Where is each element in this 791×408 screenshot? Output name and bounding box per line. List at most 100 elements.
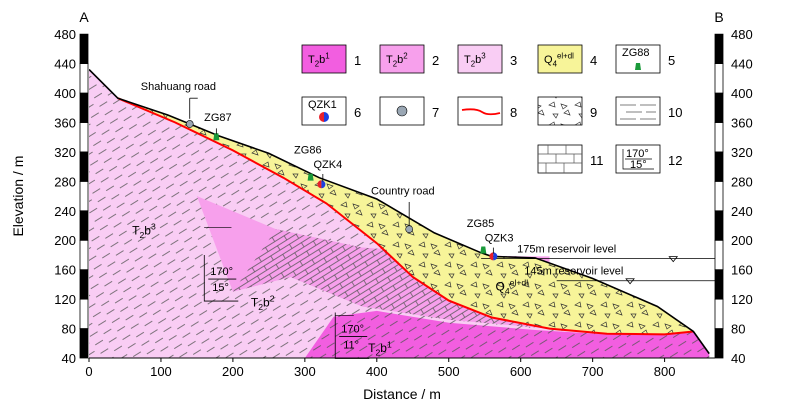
- x-tick-label: 300: [294, 364, 316, 379]
- y-tick-left: 200: [54, 233, 76, 248]
- legend-text: 170°: [626, 148, 649, 160]
- attitude-2: 170° 11°: [334, 312, 370, 359]
- legend-number: 5: [668, 53, 675, 68]
- legend-swatch: [537, 96, 583, 126]
- legend-item-5: ZG88 5: [615, 44, 675, 74]
- legend-text: ZG88: [622, 47, 650, 59]
- left-scale-segment: [79, 298, 89, 329]
- right-scale-segment: [714, 63, 724, 94]
- reservoir-175-label: 175m reservoir level: [517, 244, 616, 256]
- water-mark-icon: [625, 278, 635, 285]
- shahuang-road-label: Shahuang road: [141, 81, 216, 93]
- left-scale-segment: [79, 33, 89, 65]
- right-scale-segment: [714, 328, 724, 359]
- y-tick-left: 400: [54, 86, 76, 101]
- y-tick-right: 120: [731, 292, 753, 307]
- formation-t2b1-label: T2b1: [368, 339, 392, 357]
- left-scale-segment: [79, 239, 89, 271]
- x-axis-title: Distance / m: [363, 386, 441, 402]
- landmark-icon: [396, 105, 408, 117]
- legend-item-8: 8: [457, 96, 517, 126]
- x-tick-label: 500: [438, 364, 460, 379]
- left-scale-segment: [79, 151, 89, 182]
- formation-t2b3-label: T2b3: [132, 222, 156, 240]
- y-tick-right: 40: [731, 351, 745, 366]
- y-tick-right: 400: [731, 86, 753, 101]
- legend-item-2: T2b2 2: [379, 44, 439, 74]
- left-scale-segment: [79, 269, 89, 300]
- y-tick-right: 160: [731, 263, 753, 278]
- legend-swatch: [537, 144, 583, 174]
- borehole-zg86-icon: [307, 173, 314, 181]
- legend-number: 8: [510, 105, 517, 120]
- legend-item-9: 9: [537, 96, 597, 126]
- qzk3-label: QZK3: [485, 233, 514, 245]
- y-tick-left: 240: [54, 204, 76, 219]
- attitude-strike: 170°: [210, 266, 233, 278]
- landmark-icon: [405, 225, 413, 233]
- attitude-dip: 11°: [343, 339, 359, 351]
- legend-number: 4: [590, 53, 597, 68]
- legend-swatch: [457, 44, 503, 74]
- legend-number: 2: [432, 53, 439, 68]
- legend-swatch: [615, 96, 661, 126]
- right-scale-segment: [714, 33, 724, 65]
- legend-number: 7: [432, 105, 439, 120]
- y-tick-right: 320: [731, 145, 753, 160]
- right-scale-segment: [714, 210, 724, 241]
- x-tick-label: 400: [366, 364, 388, 379]
- legend-number: 11: [590, 153, 604, 168]
- qzk4-label: QZK4: [313, 159, 342, 171]
- right-scale-segment: [714, 239, 724, 271]
- sliding-boundary-line: [117, 97, 694, 336]
- y-tick-left: 320: [54, 145, 76, 160]
- attitude-box-frame: [203, 255, 239, 302]
- attitude-1: 170° 15°: [203, 255, 239, 302]
- x-tick-label: 0: [85, 364, 92, 379]
- attitude-strike: 170°: [341, 323, 364, 335]
- half-red: [489, 252, 494, 261]
- legend-text: 15°: [630, 159, 647, 171]
- x-tick-label: 700: [582, 364, 604, 379]
- legend: T2b1 1 T2b2 2 T2b3 3 Q4el+dl 4 ZG88 5 QZK1 6 7 8 9 10 11…: [301, 44, 682, 174]
- country-road-label: Country road: [371, 186, 435, 198]
- y-tick-right: 440: [731, 57, 753, 72]
- zg85-label: ZG85: [467, 218, 495, 230]
- borehole-qzk3-icon: [489, 252, 498, 261]
- y-tick-left: 160: [54, 263, 76, 278]
- legend-item-3: T2b3 3: [457, 44, 517, 74]
- legend-number: 9: [590, 105, 597, 120]
- legend-item-11: 11: [537, 144, 604, 174]
- attitude-box-frame: [622, 149, 654, 170]
- zg87-label: ZG87: [204, 112, 232, 124]
- y-tick-left: 80: [62, 322, 76, 337]
- annotations: 175m reservoir level 145m reservoir level…: [132, 81, 715, 359]
- right-scale-segment: [714, 298, 724, 329]
- half-red: [317, 180, 322, 189]
- y-tick-left: 280: [54, 174, 76, 189]
- left-scale-segment: [79, 210, 89, 241]
- red-boundary-line: [461, 108, 501, 116]
- half-blue: [493, 252, 498, 261]
- legend-item-12: 170°15° 12: [615, 144, 682, 174]
- left-scale-segment: [79, 122, 89, 153]
- y-axis-title: Elevation / m: [10, 156, 26, 237]
- right-scale-segment: [714, 92, 724, 123]
- borehole-qzk4-icon: [317, 180, 326, 189]
- x-tick-label: 200: [222, 364, 244, 379]
- corner-label-b: B: [714, 9, 723, 25]
- y-tick-right: 80: [731, 322, 745, 337]
- y-tick-left: 360: [54, 115, 76, 130]
- reservoir-145-label: 145m reservoir level: [524, 266, 623, 278]
- ground-surface-line: [89, 68, 710, 355]
- layer-t2b1-pattern: [304, 310, 710, 358]
- legend-swatch: [379, 44, 425, 74]
- half-blue: [324, 112, 329, 122]
- legend-formation-label: T2b2: [386, 52, 408, 69]
- legend-item-4: Q4el+dl 4: [537, 44, 597, 74]
- y-tick-right: 480: [731, 27, 753, 42]
- formation-t2b2-label: T2b2: [251, 294, 275, 312]
- formation-q4-label: Q4el+dl: [496, 277, 529, 295]
